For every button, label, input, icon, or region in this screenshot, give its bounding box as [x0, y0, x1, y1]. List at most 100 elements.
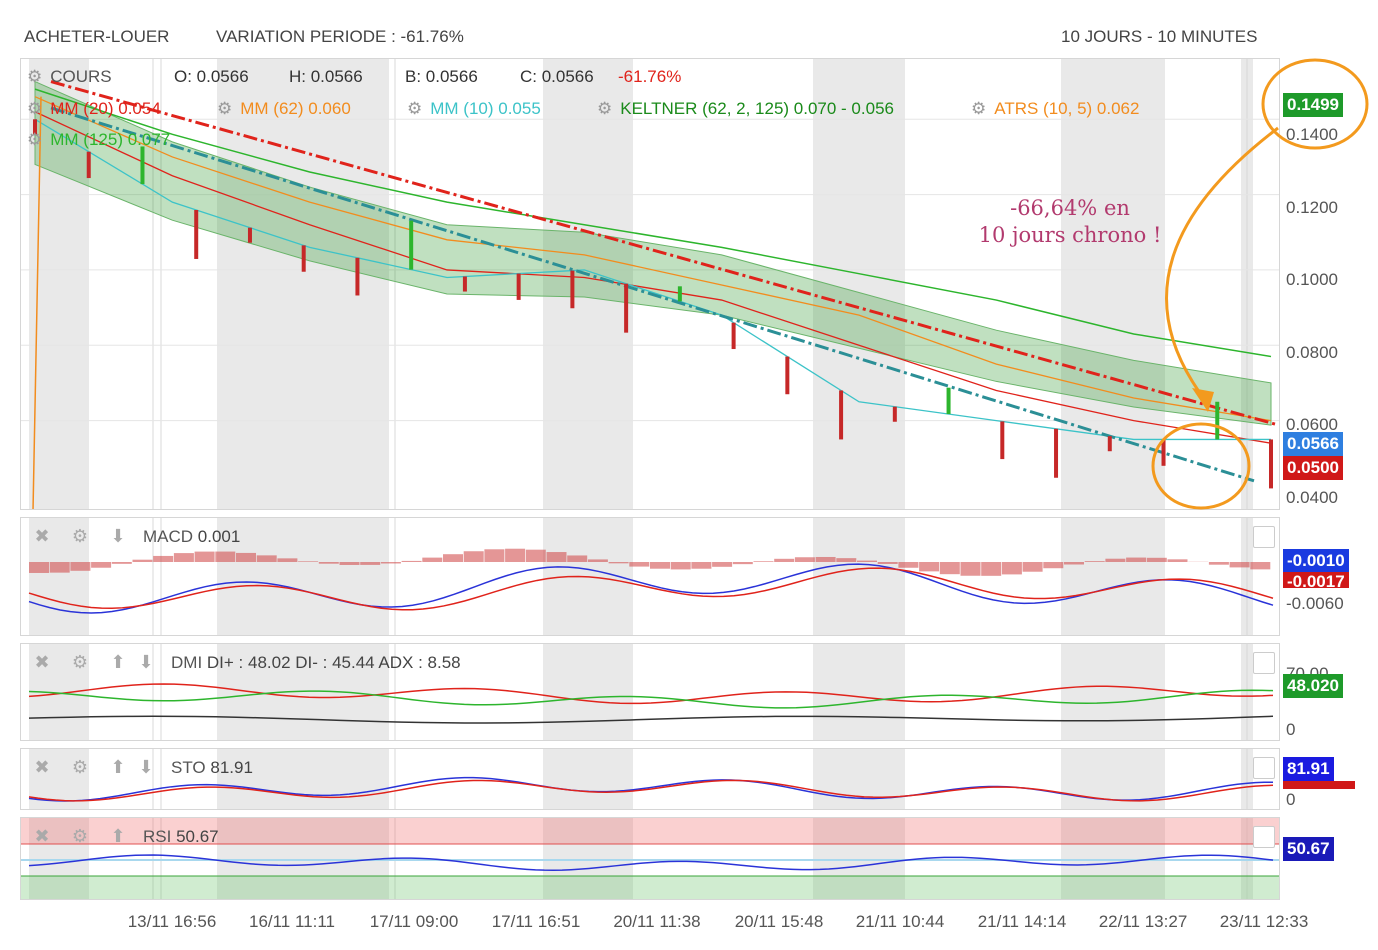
high-price-badge: 0.1499 — [1283, 93, 1343, 117]
rsi-chart[interactable] — [21, 818, 1280, 900]
macd-panel[interactable]: ✖ ⚙ ⬇ MACD 0.001 — [20, 517, 1280, 636]
gear-icon[interactable]: ⚙ — [71, 652, 89, 672]
x-tick-label: 16/11 11:11 — [248, 912, 336, 931]
macd-histogram-bar — [877, 562, 898, 564]
top-bar: ACHETER-LOUER VARIATION PERIODE : -61.76… — [0, 0, 1378, 56]
macd-histogram-bar — [939, 562, 960, 575]
mm125-line — [34, 88, 1272, 358]
gear-icon[interactable]: ⚙ — [27, 67, 43, 86]
mm10-legend: ⚙ MM (10) 0.055 — [407, 99, 541, 119]
y-tick-label: 0.0400 — [1286, 488, 1338, 507]
panel-checkbox[interactable] — [1253, 826, 1275, 848]
rsi-line — [28, 854, 1274, 871]
session-shade — [543, 749, 633, 809]
x-tick-label: 20/11 15:48 — [734, 912, 824, 931]
rsi-label: RSI — [143, 827, 172, 846]
atrs-legend: ⚙ ATRS (10, 5) 0.062 — [971, 99, 1139, 119]
dmi-chart[interactable] — [21, 644, 1280, 741]
gear-icon[interactable]: ⚙ — [27, 130, 43, 149]
candle — [1054, 428, 1059, 478]
panel-checkbox[interactable] — [1253, 757, 1275, 779]
gear-icon[interactable]: ⚙ — [71, 757, 89, 777]
candle — [1161, 439, 1166, 466]
dmi-panel[interactable]: ✖ ⚙ ⬆ ⬇ DMI DI+ : 48.02 DI- : 45.44 ADX : 8.… — [20, 643, 1280, 741]
macd-histogram-bar — [1022, 562, 1043, 572]
macd-chart[interactable] — [21, 518, 1280, 636]
arrow-down-icon[interactable]: ⬇ — [138, 757, 154, 777]
macd-histogram-bar — [691, 562, 712, 569]
price-panel[interactable]: ⚙ COURS O: 0.0566 H: 0.0566 B: 0.0566 C: … — [20, 58, 1280, 510]
arrow-up-icon[interactable]: ⬆ — [110, 757, 126, 777]
macd-histogram-bar — [194, 551, 215, 562]
close-icon[interactable]: ✖ — [34, 826, 50, 846]
y-tick-label: 0.1000 — [1286, 270, 1338, 289]
macd-histogram-bar — [236, 552, 256, 562]
candle — [355, 257, 360, 296]
annotation-line: 10 jours chrono ! — [978, 223, 1162, 247]
arrow-down-icon[interactable]: ⬇ — [110, 526, 126, 546]
rsi-panel[interactable]: ✖ ⚙ ⬆ RSI 50.67 — [20, 817, 1280, 900]
arrow-up-icon[interactable]: ⬆ — [110, 826, 126, 846]
dmi-header: ✖ ⚙ ⬆ ⬇ DMI DI+ : 48.02 DI- : 45.44 ADX : 8.… — [29, 652, 461, 673]
session-shade — [813, 818, 905, 899]
resistance-trendline — [50, 80, 1277, 426]
macd-histogram-bar — [1043, 562, 1064, 569]
last-price-badge: 0.0566 — [1283, 432, 1343, 456]
dmi-value: DI+ : 48.02 DI- : 45.44 ADX : 8.58 — [206, 653, 461, 672]
session-shade — [29, 518, 89, 635]
gear-icon[interactable]: ⚙ — [407, 99, 423, 118]
macd-histogram-bar — [650, 562, 670, 569]
period-selector[interactable]: 10 JOURS - 10 MINUTES — [1061, 27, 1258, 46]
session-shade — [813, 644, 905, 740]
mm125-legend: ⚙ MM (125) 0.077 — [27, 130, 170, 150]
period-variation: VARIATION PERIODE : -61.76% — [216, 27, 464, 46]
macd-histogram-bar — [794, 557, 815, 562]
session-shade — [813, 749, 905, 809]
gear-icon[interactable]: ⚙ — [597, 99, 613, 118]
y-tick-label: 0.1400 — [1286, 125, 1338, 144]
gear-icon[interactable]: ⚙ — [971, 99, 987, 118]
sto-header: ✖ ⚙ ⬆ ⬇ STO 81.91 — [29, 757, 253, 778]
macd-histogram-bar — [546, 552, 567, 562]
gear-icon[interactable]: ⚙ — [27, 99, 43, 118]
y-tick-label: 0 — [1286, 790, 1296, 809]
macd-header: ✖ ⚙ ⬇ MACD 0.001 — [29, 526, 240, 547]
sto-panel[interactable]: ✖ ⚙ ⬆ ⬇ STO 81.91 — [20, 748, 1280, 810]
arrow-up-icon[interactable]: ⬆ — [110, 652, 126, 672]
macd-histogram-bar — [111, 562, 132, 564]
signal-line — [28, 567, 1274, 611]
close-icon[interactable]: ✖ — [34, 652, 50, 672]
macd-histogram-bar — [836, 558, 857, 562]
mm20-legend: ⚙ MM (20) 0.054 — [27, 99, 161, 119]
candle — [677, 286, 682, 302]
price-chart[interactable] — [21, 59, 1280, 510]
macd-histogram-bar — [215, 551, 236, 562]
gear-icon[interactable]: ⚙ — [217, 99, 233, 118]
arrow-down-icon[interactable]: ⬇ — [138, 652, 154, 672]
panel-checkbox[interactable] — [1253, 652, 1275, 674]
x-tick-label: 23/11 12:33 — [1219, 912, 1309, 931]
sto-chart[interactable] — [21, 749, 1280, 810]
candle — [301, 245, 306, 272]
y-tick-label: 0.0600 — [1286, 415, 1338, 434]
sto-value: 81.91 — [210, 758, 253, 777]
close-icon[interactable]: ✖ — [34, 757, 50, 777]
macd-histogram-bar — [360, 562, 381, 565]
candle — [892, 406, 897, 422]
session-shade — [543, 644, 633, 740]
macd-histogram-bar — [256, 555, 277, 562]
candle — [839, 390, 844, 440]
session-shade — [217, 644, 389, 740]
y-tick-label: 0 — [1286, 720, 1296, 739]
candle — [946, 387, 951, 415]
gear-icon[interactable]: ⚙ — [71, 526, 89, 546]
atrs-label: ATRS (10, 5) 0.062 — [994, 99, 1140, 118]
panel-checkbox[interactable] — [1253, 526, 1275, 548]
overbought-zone — [21, 818, 1279, 844]
close-icon[interactable]: ✖ — [34, 526, 50, 546]
gear-icon[interactable]: ⚙ — [71, 826, 89, 846]
macd-histogram-bar — [29, 562, 49, 573]
dmi-label: DMI — [171, 653, 203, 672]
session-shade — [543, 818, 633, 899]
rsi-header: ✖ ⚙ ⬆ RSI 50.67 — [29, 826, 218, 847]
